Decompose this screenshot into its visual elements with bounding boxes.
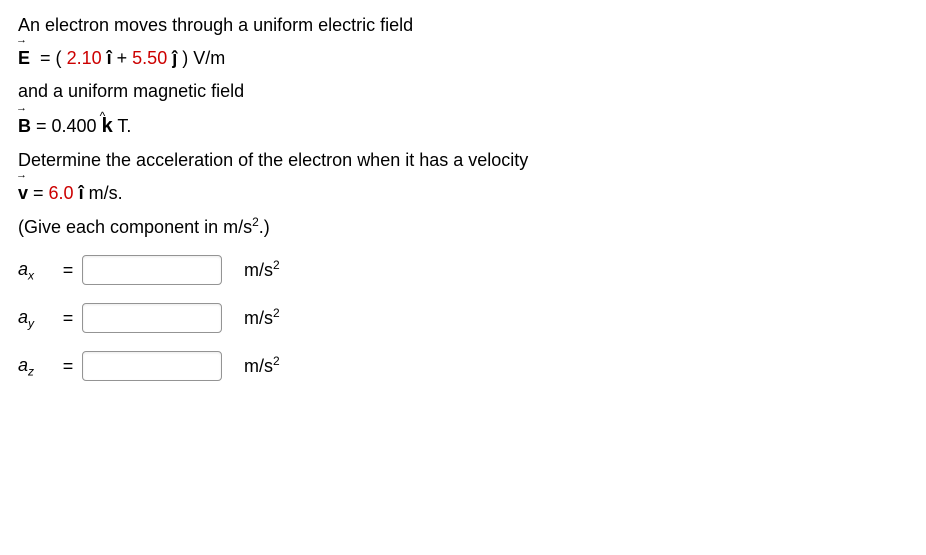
unit-ax: m/s2: [244, 256, 280, 284]
v-close: m/s.: [89, 183, 123, 203]
k-hat-icon: ^k: [102, 111, 113, 141]
j-hat-icon: ĵ: [172, 48, 177, 68]
vector-B: B: [18, 113, 31, 140]
squared: 2: [252, 215, 259, 229]
input-ay[interactable]: [82, 303, 222, 333]
equals-ax: =: [54, 257, 82, 284]
e-plus: +: [117, 48, 133, 68]
answer-row-ay: ay = m/s2: [18, 303, 908, 333]
answer-row-ax: ax = m/s2: [18, 255, 908, 285]
problem-line-instruction: (Give each component in m/s2.): [18, 213, 908, 241]
instruction-text-b: .): [259, 217, 270, 237]
vector-E: E: [18, 45, 30, 72]
e-i-value: 2.10: [67, 48, 102, 68]
instruction-text-a: (Give each component in m/s: [18, 217, 252, 237]
i-hat-icon: î: [107, 48, 112, 68]
problem-line-velocity: v = 6.0 î m/s.: [18, 180, 908, 207]
answer-row-az: az = m/s2: [18, 351, 908, 381]
label-ay: ay: [18, 304, 54, 333]
b-close: T.: [117, 116, 131, 136]
v-i-hat-icon: î: [79, 183, 84, 203]
label-az: az: [18, 352, 54, 381]
problem-line-bfield: B = 0.400 ^k T.: [18, 111, 908, 141]
e-j-value: 5.50: [132, 48, 167, 68]
unit-az: m/s2: [244, 352, 280, 380]
equals-az: =: [54, 353, 82, 380]
e-close: ) V/m: [182, 48, 225, 68]
input-ax[interactable]: [82, 255, 222, 285]
vector-v: v: [18, 180, 28, 207]
v-value: 6.0: [49, 183, 74, 203]
problem-line-1: An electron moves through a uniform elec…: [18, 12, 908, 39]
v-eq: =: [33, 183, 49, 203]
input-az[interactable]: [82, 351, 222, 381]
problem-line-5: Determine the acceleration of the electr…: [18, 147, 908, 174]
problem-line-efield: E = ( 2.10 î + 5.50 ĵ ) V/m: [18, 45, 908, 72]
label-ax: ax: [18, 256, 54, 285]
e-open: = (: [40, 48, 62, 68]
unit-ay: m/s2: [244, 304, 280, 332]
answers-block: ax = m/s2 ay = m/s2 az = m/s2: [18, 255, 908, 381]
equals-ay: =: [54, 305, 82, 332]
problem-line-3: and a uniform magnetic field: [18, 78, 908, 105]
b-value: = 0.400: [36, 116, 102, 136]
